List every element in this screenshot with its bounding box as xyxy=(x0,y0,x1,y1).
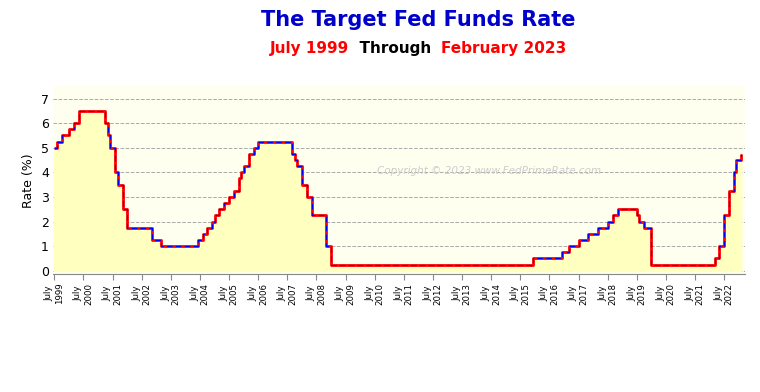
Text: July 1999: July 1999 xyxy=(269,41,349,56)
Y-axis label: Rate (%): Rate (%) xyxy=(23,153,36,208)
Text: Copyright © 2023 www.FedPrimeRate.com: Copyright © 2023 www.FedPrimeRate.com xyxy=(377,166,601,176)
Text: Through: Through xyxy=(349,41,442,56)
Text: The Target Fed Funds Rate: The Target Fed Funds Rate xyxy=(261,10,575,30)
Text: February 2023: February 2023 xyxy=(442,41,567,56)
